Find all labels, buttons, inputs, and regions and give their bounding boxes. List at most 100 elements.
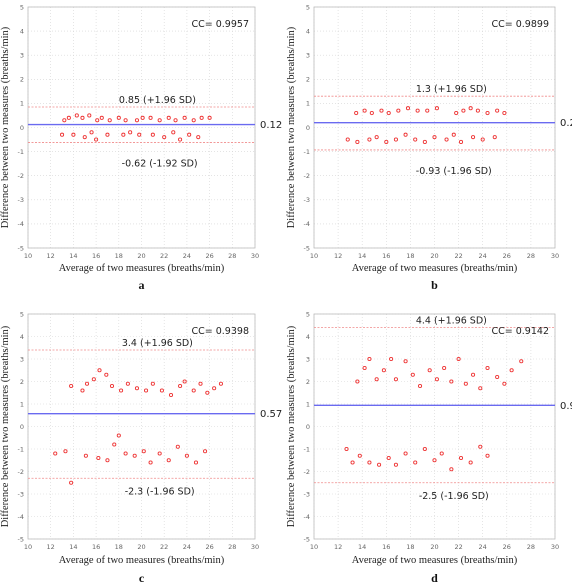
upper-limit-label: 4.4 (+1.96 SD): [416, 316, 487, 327]
panel-letter: a: [139, 278, 145, 292]
data-point: [193, 460, 199, 465]
x-tick-label: 26: [503, 543, 511, 551]
x-tick-label: 26: [503, 252, 511, 260]
data-point: [89, 130, 94, 135]
panel-c: 10 12 14 16 18 20 22 24 26 28 30-5-4-3-2-1012345CC…: [0, 310, 282, 585]
data-point: [432, 458, 437, 463]
data-point: [196, 135, 201, 140]
y-tick-label: 5: [306, 3, 310, 11]
data-point: [148, 460, 153, 465]
mean-value-label: 0.2: [560, 118, 572, 129]
cc-label: CC= 0.9398: [192, 326, 250, 337]
data-point: [178, 137, 183, 142]
y-tick-label: 0: [20, 124, 24, 132]
data-point: [116, 433, 121, 438]
y-tick-label: -2: [304, 172, 310, 180]
data-point: [485, 365, 490, 371]
data-point: [367, 137, 372, 142]
x-tick-label: 10: [310, 543, 318, 551]
data-point: [143, 388, 149, 393]
y-tick-label: 5: [20, 3, 24, 11]
data-point: [449, 467, 454, 472]
data-point: [458, 139, 464, 145]
data-point: [389, 356, 394, 362]
data-point: [502, 110, 507, 116]
y-tick-label: -2: [18, 468, 24, 476]
x-tick-label: 18: [115, 252, 123, 260]
data-point: [350, 460, 355, 465]
data-point: [403, 359, 408, 364]
panel-d: 10 12 14 16 18 20 22 24 26 28 30-5-4-3-2-1012345CC…: [286, 310, 572, 585]
y-tick-label: 2: [20, 76, 24, 84]
x-tick-label: 26: [205, 252, 213, 260]
x-tick-label: 28: [527, 543, 535, 551]
data-point: [175, 444, 180, 449]
data-point: [123, 118, 128, 123]
y-tick-label: 1: [306, 100, 310, 108]
mean-value-label: 0.12: [260, 120, 282, 131]
data-point: [377, 462, 382, 467]
data-point: [199, 115, 204, 120]
data-point: [492, 135, 497, 140]
data-point: [422, 446, 427, 452]
data-point: [379, 108, 384, 113]
data-point: [74, 113, 79, 118]
data-point: [413, 137, 418, 142]
data-point: [495, 108, 500, 113]
data-point: [80, 115, 85, 120]
data-point: [502, 381, 507, 386]
x-tick-label: 22: [160, 252, 168, 260]
data-point: [207, 115, 212, 120]
data-point: [134, 118, 140, 123]
data-point: [191, 118, 196, 123]
x-tick-label: 16: [382, 543, 390, 551]
data-point: [82, 135, 87, 140]
y-tick-label: -4: [18, 513, 24, 521]
x-axis-label: Average of two measures (breaths/min): [59, 555, 225, 566]
y-tick-label: 3: [306, 52, 310, 60]
y-tick-label: 2: [306, 378, 310, 386]
data-point: [137, 132, 142, 137]
x-tick-label: 12: [47, 252, 55, 260]
data-point: [449, 379, 454, 384]
y-tick-label: -5: [18, 535, 24, 543]
data-point: [478, 386, 483, 391]
data-point: [495, 374, 500, 380]
y-tick-label: -1: [18, 148, 24, 156]
data-point: [205, 390, 210, 395]
data-point: [369, 110, 374, 116]
data-point: [104, 372, 109, 377]
data-point: [381, 368, 386, 373]
data-point: [396, 108, 401, 113]
data-point: [71, 132, 76, 137]
data-point: [218, 381, 223, 386]
data-point: [132, 453, 137, 458]
y-tick-label: -5: [18, 244, 24, 252]
panel-letter: d: [431, 571, 438, 585]
x-tick-label: 30: [551, 543, 559, 551]
data-point: [454, 110, 459, 116]
data-point: [362, 108, 367, 113]
plot-frame: [313, 313, 556, 540]
data-point: [94, 137, 99, 142]
x-tick-label: 10: [24, 252, 32, 260]
data-point: [116, 115, 121, 120]
data-point: [468, 460, 473, 465]
data-point: [203, 449, 208, 454]
data-point: [105, 132, 110, 137]
data-point: [367, 356, 372, 362]
y-tick-label: -1: [18, 445, 24, 453]
data-point: [345, 137, 350, 142]
data-point: [413, 460, 418, 465]
data-point: [53, 451, 58, 456]
plot-frame: [313, 6, 556, 249]
data-point: [125, 381, 130, 386]
y-tick-label: 3: [20, 355, 24, 363]
x-tick-label: 12: [47, 543, 55, 551]
cc-label: CC= 0.9957: [192, 19, 250, 30]
panel-letter: b: [431, 278, 438, 292]
data-point: [403, 451, 408, 456]
y-axis-label: Difference between two measures (breaths…: [286, 26, 297, 228]
y-tick-label: 1: [306, 400, 310, 408]
data-point: [355, 379, 360, 384]
